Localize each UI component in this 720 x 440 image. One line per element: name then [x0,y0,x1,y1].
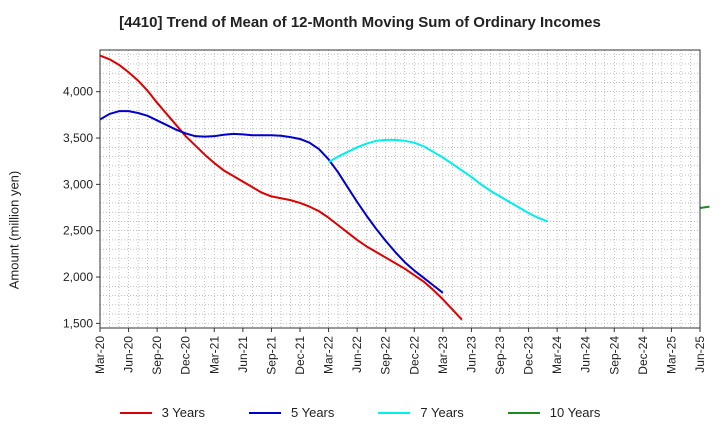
x-tick-label: Jun-23 [464,336,478,373]
series-line-7-years [328,138,548,223]
legend: 3 Years 5 Years 7 Years 10 Years [0,405,720,420]
x-tick-label: Jun-21 [236,336,250,373]
legend-label: 5 Years [291,405,335,420]
x-tick-label: Sep-22 [379,336,393,375]
grid [100,50,700,328]
legend-swatch [378,411,411,414]
x-tick-label: Jun-25 [693,336,707,373]
y-tick-label: 1,500 [63,316,93,330]
x-tick-label: Jun-24 [579,336,593,373]
y-tick-label: 4,000 [63,85,93,99]
legend-swatch [507,411,540,414]
legend-swatch [119,411,152,414]
legend-label: 7 Years [420,405,464,420]
x-tick-label: Mar-24 [550,336,564,374]
legend-item: 10 Years [507,405,601,420]
x-tick-label: Mar-21 [207,336,221,374]
plot-frame [99,49,701,329]
x-tick-label: Mar-23 [436,336,450,374]
x-tick-label: Mar-22 [322,336,336,374]
legend-item: 5 Years [249,405,334,420]
y-tick-label: 3,500 [63,131,93,145]
x-tick-label: Jun-20 [122,336,136,373]
legend-item: 3 Years [119,405,205,420]
series-line-10-years [699,205,710,209]
series-line-5-years [99,110,444,294]
x-tick-label: Sep-23 [493,336,507,375]
x-tick-label: Sep-20 [150,336,164,375]
x-tick-label: Dec-20 [179,336,193,375]
series-layer [99,54,710,321]
legend-swatch [249,411,281,414]
legend-label: 10 Years [549,405,601,420]
x-tick-label: Dec-23 [522,336,536,375]
chart-title: [4410] Trend of Mean of 12-Month Moving … [119,14,601,31]
y-tick-label: 3,000 [63,177,93,191]
x-tick-label: Sep-21 [264,336,278,375]
x-tick-label: Mar-20 [93,336,107,374]
y-tick-label: 2,000 [63,270,93,284]
axes: 1,500 2,000 2,500 3,000 3,500 4,000 Mar-20 Jun-… [63,85,707,375]
x-tick-label: Jun-22 [350,336,364,373]
legend-item: 7 Years [378,405,464,420]
x-tick-label: Dec-21 [293,336,307,375]
series-line-3-years [99,54,463,321]
x-tick-label: Dec-24 [636,336,650,375]
legend-label: 3 Years [161,405,205,420]
x-tick-label: Sep-24 [607,336,621,375]
x-tick-label: Mar-25 [664,336,678,374]
x-tick-label: Dec-22 [407,336,421,375]
y-tick-label: 2,500 [63,224,93,238]
